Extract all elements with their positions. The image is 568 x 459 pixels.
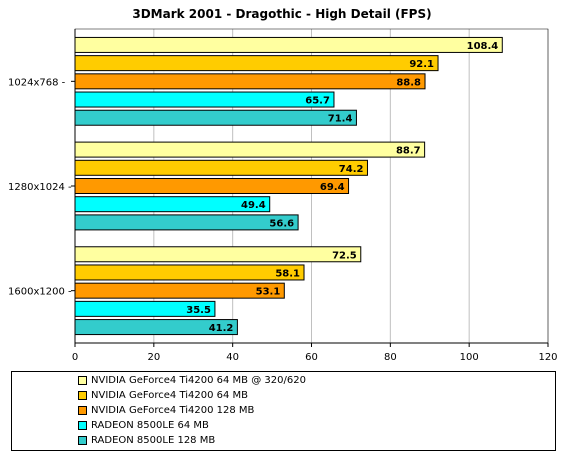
data-label: 58.1 [275, 268, 300, 279]
x-tick-label: 100 [460, 352, 479, 363]
y-tick-label: 1600x1200 - [8, 287, 72, 298]
bar [74, 91, 335, 108]
data-label: 41.2 [209, 323, 234, 334]
data-label: 88.8 [396, 77, 421, 88]
bar [74, 159, 368, 176]
bar [74, 55, 439, 72]
x-tick-label: 60 [305, 352, 318, 363]
plot-frame [74, 28, 549, 344]
legend-swatch [78, 390, 87, 400]
x-tick-label: 80 [384, 352, 397, 363]
data-label: 65.7 [305, 96, 330, 107]
legend-label: RADEON 8500LE 64 MB [91, 419, 209, 431]
bar [74, 214, 299, 231]
legend-item: RADEON 8500LE 64 MB [78, 418, 209, 432]
legend-item: RADEON 8500LE 128 MB [78, 433, 215, 447]
bar [74, 141, 426, 158]
bar [74, 109, 357, 126]
bar [74, 178, 350, 194]
legend-label: NVIDIA GeForce4 Ti4200 64 MB @ 320/620 [91, 374, 306, 386]
data-label: 35.5 [186, 305, 211, 316]
legend-label: NVIDIA GeForce4 Ti4200 128 MB [91, 404, 255, 416]
data-label: 74.2 [339, 164, 364, 175]
x-tick-label: 0 [72, 352, 78, 363]
data-label: 56.6 [269, 218, 294, 229]
legend-swatch [78, 375, 87, 385]
data-label: 92.1 [409, 59, 434, 70]
legend-label: RADEON 8500LE 128 MB [91, 434, 216, 446]
x-tick-label: 120 [538, 352, 557, 363]
plot-area: 0 20 40 60 80 100 120 1024x768 - 108.4 92.1 88.8 65… [8, 28, 558, 363]
data-label: 69.4 [320, 182, 345, 193]
chart-svg: 3DMark 2001 - Dragothic - High Detail (F… [8, 7, 558, 363]
data-label: 108.4 [467, 41, 499, 52]
data-label: 71.4 [328, 114, 353, 125]
data-label: 53.1 [256, 287, 281, 298]
legend-item: NVIDIA GeForce4 Ti4200 64 MB [78, 388, 248, 402]
bar [74, 246, 362, 263]
legend-swatch [78, 405, 87, 415]
legend-label: NVIDIA GeForce4 Ti4200 64 MB [91, 389, 249, 401]
chart-legend: NVIDIA GeForce4 Ti4200 64 MB @ 320/620 NV… [11, 371, 556, 451]
legend-swatch [78, 420, 87, 430]
bar [74, 282, 285, 299]
x-tick-label: 20 [147, 352, 160, 363]
legend-swatch [78, 435, 87, 445]
bar [74, 36, 503, 53]
y-tick-label: 1280x1024 - [8, 182, 72, 193]
legend-item: NVIDIA GeForce4 Ti4200 64 MB @ 320/620 [78, 373, 306, 387]
data-label: 72.5 [332, 250, 357, 261]
y-tick-label: 1024x768 - [8, 77, 66, 88]
legend-item: NVIDIA GeForce4 Ti4200 128 MB [78, 403, 254, 417]
data-label: 49.4 [241, 200, 266, 211]
chart-title: 3DMark 2001 - Dragothic - High Detail (F… [132, 7, 431, 21]
bar [74, 264, 305, 281]
x-tick-label: 40 [226, 352, 239, 363]
bar [74, 73, 426, 90]
data-label: 88.7 [396, 146, 421, 157]
